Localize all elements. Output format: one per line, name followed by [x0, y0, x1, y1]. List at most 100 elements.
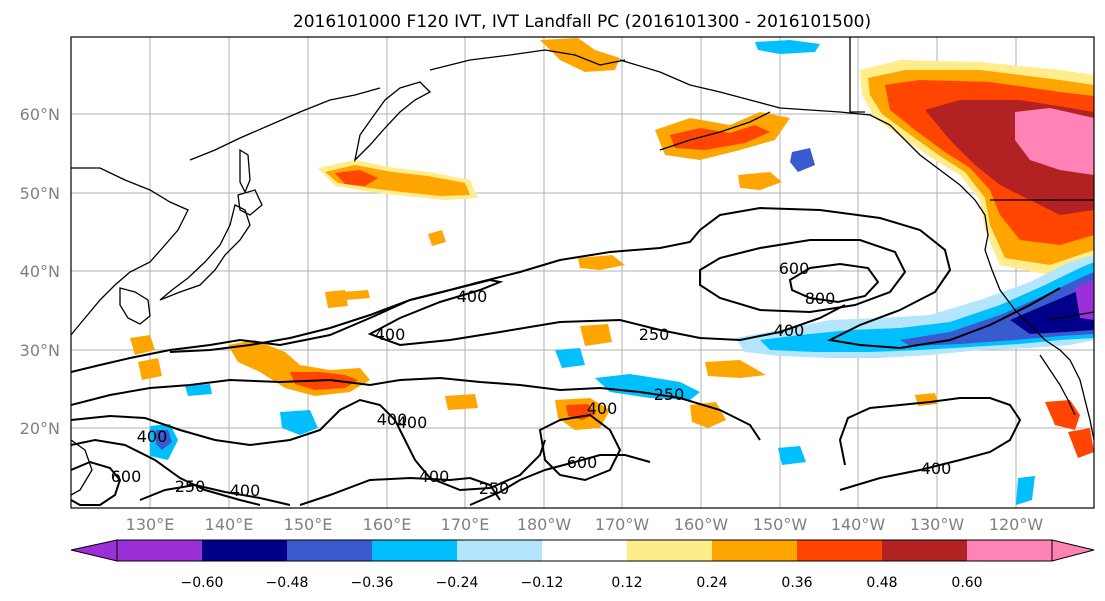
contour-400-mid-lower — [299, 476, 501, 506]
colorbar-tick-label: 0.24 — [696, 575, 727, 591]
lon-label: 120°W — [989, 515, 1044, 534]
colorbar-tick-label: 0.60 — [951, 575, 982, 591]
pc-negative-cpac-3 — [778, 446, 806, 465]
contour-250-west-lower — [139, 483, 291, 506]
pc-negative-california-4 — [1075, 280, 1094, 320]
contour-label: 400 — [377, 410, 408, 429]
siberia-coast — [429, 49, 626, 71]
colorbar-ticks: −0.60 −0.48 −0.36 −0.24 −0.12 0.12 0.24 … — [181, 575, 983, 591]
contour-label: 800 — [805, 289, 836, 308]
lon-label: 130°W — [910, 515, 965, 534]
contour-label: 400 — [457, 287, 488, 306]
okhotsk-coast — [189, 87, 381, 161]
contour-400-north — [169, 278, 846, 353]
north-america-coast — [904, 139, 1094, 441]
colorbar-outline — [116, 539, 1053, 562]
pc-positive-cpac-3 — [580, 324, 612, 346]
pc-positive-wpac-6 — [445, 394, 478, 410]
map-title: 2016101000 F120 IVT, IVT Landfall PC (20… — [293, 12, 871, 32]
lon-label: 170°W — [595, 515, 650, 534]
pc-positive-inner-4 — [1015, 108, 1094, 175]
colorbar-segment-redorange — [797, 540, 882, 561]
contour-label: 400 — [137, 427, 168, 446]
pc-positive-gulf-alaska — [738, 172, 782, 190]
contour-600-west — [71, 460, 122, 506]
lon-label: 160°W — [674, 515, 729, 534]
contour-label: 600 — [779, 259, 810, 278]
colorbar-tick-label: −0.12 — [521, 575, 564, 591]
pc-negative-california-3 — [1010, 284, 1094, 334]
colorbar-tick-label: 0.36 — [781, 575, 812, 591]
colorbar-left-extension — [70, 539, 118, 562]
japan-coast — [159, 204, 251, 301]
contour-label: 400 — [397, 413, 428, 432]
lon-label: 150°W — [753, 515, 808, 534]
contour-label: 250 — [175, 477, 206, 496]
pc-shading — [130, 38, 1094, 505]
pc-negative-cpac-2 — [555, 348, 585, 368]
colorbar-right-extension — [1051, 539, 1095, 562]
alaska-coast — [619, 59, 906, 141]
colorbar-segment-lightblue — [457, 540, 542, 561]
colorbar-segment-blue — [287, 540, 372, 561]
sakhalin-coast — [239, 148, 251, 194]
contour-labels: 400 400 250 400 600 800 400 250 400 400 … — [111, 259, 952, 500]
contour-250-mid-lower — [469, 454, 651, 506]
colorbar-segment-pink — [967, 540, 1052, 561]
contour-label: 250 — [479, 479, 510, 498]
pc-positive-wpac-4 — [325, 290, 348, 308]
pc-negative-east-1 — [1016, 476, 1035, 505]
asia-coast — [71, 167, 189, 336]
colorbar-tick-label: 0.48 — [866, 575, 897, 591]
pc-positive-okhotsk-core — [335, 170, 378, 186]
pc-positive-cpac-2 — [428, 230, 446, 246]
contour-label: 400 — [230, 481, 261, 500]
coastlines — [71, 37, 1094, 496]
colorbar-segment-white — [542, 540, 627, 561]
colorbar-segment-yellow — [627, 540, 712, 561]
contour-600-outer — [699, 239, 907, 314]
contour-label: 400 — [921, 459, 952, 478]
contour-label: 250 — [639, 325, 670, 344]
pc-negative-bering — [755, 40, 820, 54]
colorbar-segment-purple — [117, 540, 202, 561]
pc-negative-wpac-1-core — [156, 430, 172, 450]
pc-positive-cpac-4 — [705, 360, 766, 378]
lat-label: 20°N — [20, 419, 60, 438]
pc-negative-wpac-3 — [185, 384, 212, 396]
pc-positive-wpac-2 — [130, 335, 155, 355]
colorbar-tick-label: −0.48 — [266, 575, 309, 591]
contour-400-south-1 — [71, 398, 546, 492]
lat-label: 30°N — [20, 341, 60, 360]
pc-negative-wpac-2 — [280, 410, 318, 435]
pc-negative-cpac-1 — [595, 374, 700, 400]
lon-label: 130°E — [126, 515, 175, 534]
colorbar-segment-navy — [202, 540, 287, 561]
longitude-labels: 130°E 140°E 150°E 160°E 170°E 180°W 170°… — [126, 515, 1044, 534]
lat-label: 40°N — [20, 262, 60, 281]
pc-positive-mexico — [1068, 428, 1094, 458]
contour-400-west-lower — [71, 438, 261, 506]
contour-800-inner — [788, 262, 880, 304]
colorbar-segment-orange — [712, 540, 797, 561]
ivt-contours — [71, 206, 1061, 506]
contour-label: 600 — [567, 453, 598, 472]
colorbar-segment-firebrick — [882, 540, 967, 561]
colorbar-segment-cyan — [372, 540, 457, 561]
alaska-peninsula-coast — [659, 111, 771, 151]
philippines-coast — [71, 439, 93, 496]
colorbar: −0.60 −0.48 −0.36 −0.24 −0.12 0.12 0.24 … — [70, 539, 1095, 591]
pc-negative-gulf — [790, 148, 815, 172]
contour-400-south-east — [838, 397, 1022, 491]
contour-label: 250 — [654, 385, 685, 404]
pc-positive-cpac-1 — [578, 255, 625, 270]
korea-coast — [119, 287, 151, 325]
lon-label: 140°E — [205, 515, 254, 534]
lon-label: 180°W — [517, 515, 572, 534]
contour-250-south — [71, 376, 761, 441]
pc-positive-alaska-2 — [670, 125, 770, 150]
border-alaska-canada — [849, 37, 865, 113]
lat-label: 50°N — [20, 184, 60, 203]
hokkaido-coast — [237, 189, 263, 216]
